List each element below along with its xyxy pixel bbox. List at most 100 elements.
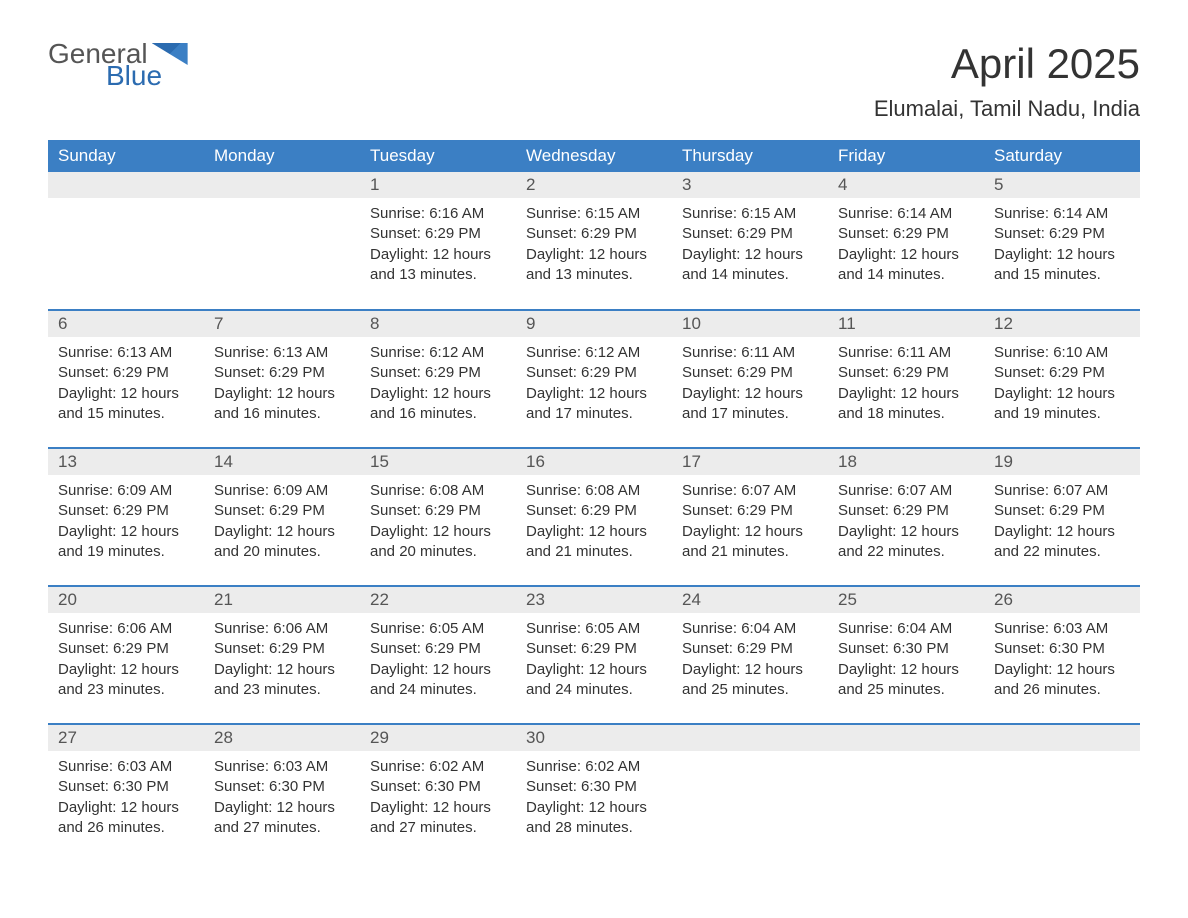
day-content: Sunrise: 6:07 AMSunset: 6:29 PMDaylight:…	[984, 475, 1140, 572]
day-content: Sunrise: 6:15 AMSunset: 6:29 PMDaylight:…	[672, 198, 828, 295]
day-content: Sunrise: 6:12 AMSunset: 6:29 PMDaylight:…	[360, 337, 516, 434]
day-number: 24	[672, 587, 828, 613]
sunrise-label: Sunrise:	[994, 344, 1049, 361]
daylight-label: Daylight:	[370, 799, 428, 816]
sunset-line: Sunset: 6:29 PM	[994, 363, 1130, 383]
daylight-label: Daylight:	[58, 799, 116, 816]
daylight-line: Daylight: 12 hours and 23 minutes.	[214, 660, 350, 701]
sunset-label: Sunset:	[370, 778, 421, 795]
sunset-label: Sunset:	[58, 364, 109, 381]
daylight-line: Daylight: 12 hours and 26 minutes.	[994, 660, 1130, 701]
sunset-value: 6:29 PM	[113, 502, 169, 519]
day-content: Sunrise: 6:14 AMSunset: 6:29 PMDaylight:…	[828, 198, 984, 295]
calendar-cell	[828, 724, 984, 862]
daylight-line: Daylight: 12 hours and 27 minutes.	[370, 798, 506, 839]
sunset-line: Sunset: 6:29 PM	[526, 224, 662, 244]
sunrise-value: 6:05 AM	[585, 620, 640, 637]
sunrise-value: 6:06 AM	[117, 620, 172, 637]
day-content: Sunrise: 6:12 AMSunset: 6:29 PMDaylight:…	[516, 337, 672, 434]
sunrise-label: Sunrise:	[58, 344, 113, 361]
calendar-cell: 25Sunrise: 6:04 AMSunset: 6:30 PMDayligh…	[828, 586, 984, 724]
sunset-line: Sunset: 6:29 PM	[370, 363, 506, 383]
daylight-line: Daylight: 12 hours and 16 minutes.	[370, 384, 506, 425]
weekday-header: Saturday	[984, 140, 1140, 172]
sunrise-value: 6:12 AM	[585, 344, 640, 361]
sunrise-value: 6:11 AM	[741, 344, 795, 361]
sunrise-line: Sunrise: 6:09 AM	[214, 481, 350, 501]
sunset-label: Sunset:	[682, 225, 733, 242]
day-number: 12	[984, 311, 1140, 337]
sunrise-label: Sunrise:	[838, 344, 893, 361]
sunset-value: 6:29 PM	[425, 502, 481, 519]
daylight-line: Daylight: 12 hours and 13 minutes.	[526, 245, 662, 286]
sunset-line: Sunset: 6:29 PM	[682, 363, 818, 383]
sunset-label: Sunset:	[370, 225, 421, 242]
sunset-value: 6:29 PM	[1049, 364, 1105, 381]
sunrise-line: Sunrise: 6:08 AM	[370, 481, 506, 501]
daylight-line: Daylight: 12 hours and 19 minutes.	[58, 522, 194, 563]
calendar-cell: 19Sunrise: 6:07 AMSunset: 6:29 PMDayligh…	[984, 448, 1140, 586]
day-content: Sunrise: 6:05 AMSunset: 6:29 PMDaylight:…	[516, 613, 672, 710]
sunset-line: Sunset: 6:29 PM	[682, 501, 818, 521]
sunrise-line: Sunrise: 6:05 AM	[370, 619, 506, 639]
sunrise-line: Sunrise: 6:02 AM	[370, 757, 506, 777]
day-number: 16	[516, 449, 672, 475]
daylight-label: Daylight:	[838, 246, 896, 263]
sunset-label: Sunset:	[58, 502, 109, 519]
day-number: 7	[204, 311, 360, 337]
weekday-header: Thursday	[672, 140, 828, 172]
calendar-cell: 9Sunrise: 6:12 AMSunset: 6:29 PMDaylight…	[516, 310, 672, 448]
day-content: Sunrise: 6:11 AMSunset: 6:29 PMDaylight:…	[672, 337, 828, 434]
calendar-table: SundayMondayTuesdayWednesdayThursdayFrid…	[48, 140, 1140, 862]
brand-word2: Blue	[106, 62, 188, 90]
calendar-cell: 28Sunrise: 6:03 AMSunset: 6:30 PMDayligh…	[204, 724, 360, 862]
day-number: 1	[360, 172, 516, 198]
calendar-cell: 22Sunrise: 6:05 AMSunset: 6:29 PMDayligh…	[360, 586, 516, 724]
daylight-label: Daylight:	[838, 385, 896, 402]
sunrise-line: Sunrise: 6:07 AM	[682, 481, 818, 501]
sunset-value: 6:29 PM	[425, 225, 481, 242]
sunrise-value: 6:16 AM	[429, 205, 484, 222]
sunrise-label: Sunrise:	[526, 620, 581, 637]
sunrise-value: 6:02 AM	[429, 758, 484, 775]
daylight-label: Daylight:	[526, 799, 584, 816]
sunrise-value: 6:15 AM	[585, 205, 640, 222]
daylight-line: Daylight: 12 hours and 28 minutes.	[526, 798, 662, 839]
daylight-line: Daylight: 12 hours and 17 minutes.	[526, 384, 662, 425]
sunset-label: Sunset:	[526, 225, 577, 242]
sunrise-value: 6:03 AM	[117, 758, 172, 775]
sunrise-line: Sunrise: 6:11 AM	[682, 343, 818, 363]
sunrise-value: 6:02 AM	[585, 758, 640, 775]
sunset-line: Sunset: 6:29 PM	[370, 639, 506, 659]
sunset-line: Sunset: 6:30 PM	[370, 777, 506, 797]
sunrise-label: Sunrise:	[682, 205, 737, 222]
sunset-line: Sunset: 6:29 PM	[58, 363, 194, 383]
sunset-label: Sunset:	[682, 364, 733, 381]
sunrise-line: Sunrise: 6:15 AM	[682, 204, 818, 224]
calendar-cell: 10Sunrise: 6:11 AMSunset: 6:29 PMDayligh…	[672, 310, 828, 448]
day-number: 11	[828, 311, 984, 337]
sunrise-value: 6:10 AM	[1053, 344, 1108, 361]
sunrise-line: Sunrise: 6:04 AM	[682, 619, 818, 639]
empty-day-header	[828, 725, 984, 751]
sunrise-line: Sunrise: 6:16 AM	[370, 204, 506, 224]
sunrise-line: Sunrise: 6:06 AM	[58, 619, 194, 639]
daylight-label: Daylight:	[214, 523, 272, 540]
sunrise-label: Sunrise:	[682, 620, 737, 637]
daylight-label: Daylight:	[682, 523, 740, 540]
calendar-cell: 3Sunrise: 6:15 AMSunset: 6:29 PMDaylight…	[672, 172, 828, 310]
sunrise-value: 6:05 AM	[429, 620, 484, 637]
day-content: Sunrise: 6:13 AMSunset: 6:29 PMDaylight:…	[48, 337, 204, 434]
sunrise-line: Sunrise: 6:08 AM	[526, 481, 662, 501]
sunset-line: Sunset: 6:29 PM	[994, 501, 1130, 521]
daylight-label: Daylight:	[994, 246, 1052, 263]
sunrise-value: 6:04 AM	[741, 620, 796, 637]
sunrise-value: 6:07 AM	[897, 482, 952, 499]
day-content: Sunrise: 6:02 AMSunset: 6:30 PMDaylight:…	[516, 751, 672, 848]
daylight-line: Daylight: 12 hours and 15 minutes.	[58, 384, 194, 425]
calendar-cell: 15Sunrise: 6:08 AMSunset: 6:29 PMDayligh…	[360, 448, 516, 586]
calendar-cell: 24Sunrise: 6:04 AMSunset: 6:29 PMDayligh…	[672, 586, 828, 724]
weekday-header: Wednesday	[516, 140, 672, 172]
daylight-line: Daylight: 12 hours and 19 minutes.	[994, 384, 1130, 425]
sunrise-line: Sunrise: 6:07 AM	[838, 481, 974, 501]
